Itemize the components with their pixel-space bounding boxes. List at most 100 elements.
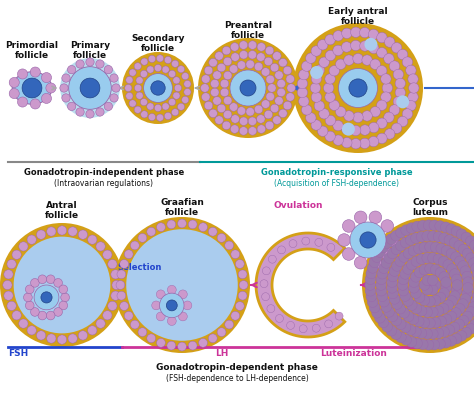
Circle shape xyxy=(201,93,210,101)
Circle shape xyxy=(360,41,370,51)
Circle shape xyxy=(406,223,417,233)
Circle shape xyxy=(306,53,316,64)
Circle shape xyxy=(297,78,308,89)
Circle shape xyxy=(416,231,427,242)
Circle shape xyxy=(342,28,352,39)
Circle shape xyxy=(391,329,401,339)
Text: Gonadotropin-independent phase: Gonadotropin-independent phase xyxy=(24,168,184,177)
Circle shape xyxy=(412,221,422,232)
Circle shape xyxy=(384,306,394,317)
Circle shape xyxy=(256,115,265,123)
Circle shape xyxy=(333,135,344,145)
Circle shape xyxy=(312,324,320,332)
Circle shape xyxy=(204,101,213,110)
Circle shape xyxy=(279,58,287,67)
Circle shape xyxy=(7,301,16,310)
Circle shape xyxy=(239,41,248,49)
Circle shape xyxy=(104,102,112,110)
Circle shape xyxy=(60,84,68,92)
Circle shape xyxy=(429,220,440,231)
Circle shape xyxy=(223,96,232,105)
Circle shape xyxy=(246,60,255,69)
Circle shape xyxy=(381,74,391,84)
Circle shape xyxy=(19,242,28,251)
Circle shape xyxy=(396,332,406,343)
Circle shape xyxy=(209,109,217,118)
Circle shape xyxy=(311,74,322,84)
Circle shape xyxy=(262,293,270,301)
Circle shape xyxy=(441,283,451,293)
Circle shape xyxy=(428,252,438,263)
Circle shape xyxy=(444,235,455,245)
Circle shape xyxy=(220,79,229,88)
Circle shape xyxy=(136,77,143,84)
Circle shape xyxy=(183,301,192,310)
Circle shape xyxy=(156,114,164,121)
Circle shape xyxy=(465,236,474,247)
Circle shape xyxy=(413,243,424,254)
Text: follicle: follicle xyxy=(165,208,199,217)
Circle shape xyxy=(22,78,42,98)
Ellipse shape xyxy=(12,72,52,104)
Circle shape xyxy=(433,328,444,339)
Circle shape xyxy=(327,243,335,251)
Circle shape xyxy=(209,334,217,343)
Circle shape xyxy=(96,60,104,68)
Circle shape xyxy=(447,296,457,306)
Circle shape xyxy=(263,267,270,275)
Circle shape xyxy=(60,58,120,118)
Circle shape xyxy=(425,296,435,306)
Circle shape xyxy=(302,237,310,245)
Circle shape xyxy=(369,122,379,133)
Circle shape xyxy=(126,93,133,100)
Circle shape xyxy=(377,268,388,279)
Circle shape xyxy=(173,77,180,84)
Circle shape xyxy=(451,226,462,237)
Text: Primordial: Primordial xyxy=(6,41,58,50)
Circle shape xyxy=(169,98,176,106)
Circle shape xyxy=(108,260,117,269)
Circle shape xyxy=(349,79,367,97)
Circle shape xyxy=(451,308,461,318)
Circle shape xyxy=(310,66,323,79)
Circle shape xyxy=(126,229,238,341)
Circle shape xyxy=(366,291,376,302)
Circle shape xyxy=(231,250,240,259)
Circle shape xyxy=(114,217,250,353)
Circle shape xyxy=(76,60,84,68)
Circle shape xyxy=(338,234,350,246)
Text: follicle: follicle xyxy=(73,51,107,60)
Circle shape xyxy=(374,312,385,323)
Circle shape xyxy=(278,246,285,254)
Circle shape xyxy=(425,263,435,274)
Circle shape xyxy=(306,113,316,123)
Circle shape xyxy=(409,83,419,93)
Circle shape xyxy=(433,231,444,242)
Circle shape xyxy=(473,245,474,255)
Circle shape xyxy=(86,58,94,66)
Circle shape xyxy=(433,254,444,264)
Circle shape xyxy=(230,125,239,133)
Circle shape xyxy=(311,46,321,56)
Circle shape xyxy=(239,127,248,135)
Circle shape xyxy=(344,55,354,65)
Circle shape xyxy=(405,325,416,335)
Circle shape xyxy=(368,29,379,40)
Circle shape xyxy=(152,301,161,310)
Circle shape xyxy=(167,341,176,350)
Circle shape xyxy=(472,291,474,302)
Circle shape xyxy=(350,125,361,136)
Circle shape xyxy=(96,319,105,328)
Circle shape xyxy=(381,248,393,260)
Circle shape xyxy=(344,111,354,121)
Circle shape xyxy=(387,277,397,287)
Circle shape xyxy=(398,285,409,296)
Circle shape xyxy=(198,38,298,138)
Circle shape xyxy=(409,277,419,287)
Circle shape xyxy=(455,303,465,314)
Circle shape xyxy=(449,237,460,248)
Circle shape xyxy=(255,105,263,114)
Circle shape xyxy=(430,264,441,275)
Circle shape xyxy=(111,291,120,300)
Circle shape xyxy=(362,217,474,353)
